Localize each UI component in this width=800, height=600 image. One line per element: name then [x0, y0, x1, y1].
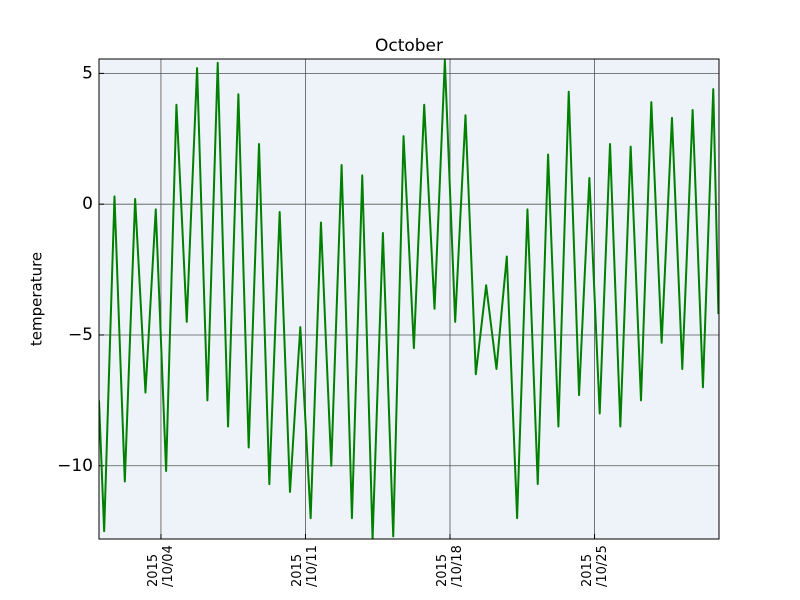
- y-tick-label: 0: [82, 194, 93, 214]
- y-tick-label: 5: [82, 63, 93, 83]
- y-tick-label: −10: [57, 456, 93, 476]
- data-line: [99, 59, 719, 539]
- y-tick-label: −5: [68, 325, 93, 345]
- x-tick-label: 2015 /10/18: [435, 545, 465, 587]
- x-tick-label: 2015 /10/04: [145, 545, 176, 587]
- plot-frame: [98, 58, 720, 540]
- y-axis-label: temperature: [28, 252, 46, 346]
- chart-title: October: [375, 36, 443, 56]
- x-tick-label: 2015 /10/11: [290, 545, 321, 587]
- x-tick-label: 2015 /10/25: [579, 545, 610, 587]
